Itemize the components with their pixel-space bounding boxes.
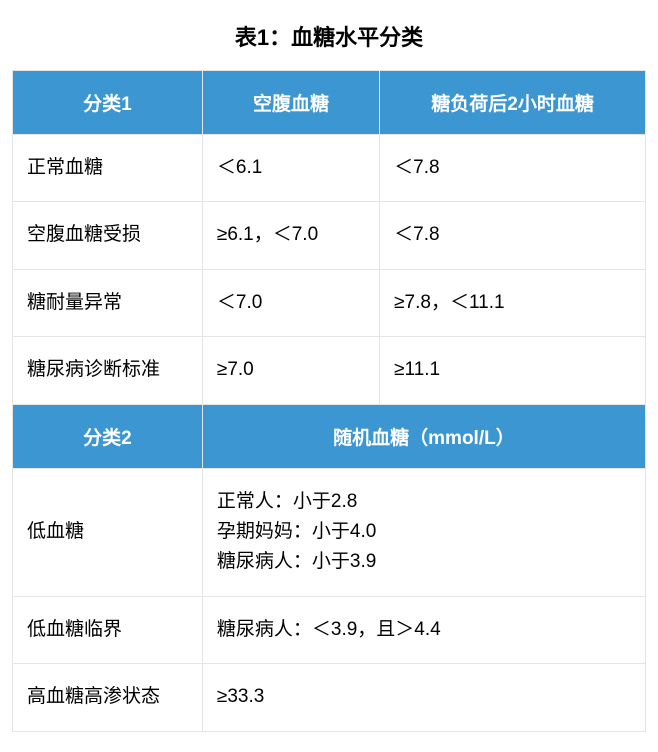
row-label: 糖尿病诊断标准 — [13, 337, 203, 404]
section1-header-post2h: 糖负荷后2小时血糖 — [380, 71, 646, 135]
row-post2h: ＜7.8 — [380, 135, 646, 202]
row-label: 低血糖 — [13, 468, 203, 596]
row-fasting: ＜6.1 — [202, 135, 379, 202]
row-post2h: ＜7.8 — [380, 202, 646, 269]
section1-header-category: 分类1 — [13, 71, 203, 135]
row-label: 空腹血糖受损 — [13, 202, 203, 269]
section1-header-fasting: 空腹血糖 — [202, 71, 379, 135]
table-row: 糖耐量异常 ＜7.0 ≥7.8，＜11.1 — [13, 269, 646, 336]
section1-header-row: 分类1 空腹血糖 糖负荷后2小时血糖 — [13, 71, 646, 135]
row-post2h: ≥11.1 — [380, 337, 646, 404]
row-label: 高血糖高渗状态 — [13, 664, 203, 731]
section2-header-random: 随机血糖（mmol/L） — [202, 404, 645, 468]
table-row: 糖尿病诊断标准 ≥7.0 ≥11.1 — [13, 337, 646, 404]
glucose-classification-table: 分类1 空腹血糖 糖负荷后2小时血糖 正常血糖 ＜6.1 ＜7.8 空腹血糖受损… — [12, 70, 646, 732]
section2-header-category: 分类2 — [13, 404, 203, 468]
row-random: ≥33.3 — [202, 664, 645, 731]
table-row: 高血糖高渗状态 ≥33.3 — [13, 664, 646, 731]
section2-header-row: 分类2 随机血糖（mmol/L） — [13, 404, 646, 468]
row-fasting: ≥6.1，＜7.0 — [202, 202, 379, 269]
row-random: 正常人：小于2.8 孕期妈妈：小于4.0 糖尿病人：小于3.9 — [202, 468, 645, 596]
table-row: 低血糖临界 糖尿病人：＜3.9，且＞4.4 — [13, 596, 646, 663]
table-row: 低血糖 正常人：小于2.8 孕期妈妈：小于4.0 糖尿病人：小于3.9 — [13, 468, 646, 596]
row-fasting: ＜7.0 — [202, 269, 379, 336]
table-row: 正常血糖 ＜6.1 ＜7.8 — [13, 135, 646, 202]
row-fasting: ≥7.0 — [202, 337, 379, 404]
row-label: 糖耐量异常 — [13, 269, 203, 336]
row-label: 正常血糖 — [13, 135, 203, 202]
table-row: 空腹血糖受损 ≥6.1，＜7.0 ＜7.8 — [13, 202, 646, 269]
row-post2h: ≥7.8，＜11.1 — [380, 269, 646, 336]
row-label: 低血糖临界 — [13, 596, 203, 663]
table-title: 表1：血糖水平分类 — [12, 20, 646, 52]
row-random: 糖尿病人：＜3.9，且＞4.4 — [202, 596, 645, 663]
